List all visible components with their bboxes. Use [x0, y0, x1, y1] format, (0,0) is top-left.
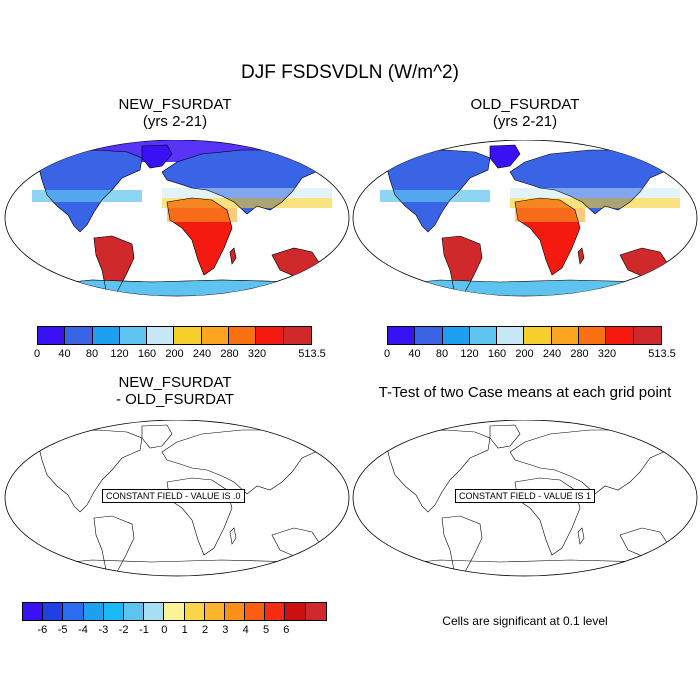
colorbar-tick-label: 200 — [515, 348, 534, 360]
colorbar-tick-label: 3 — [222, 624, 229, 636]
colorbar-tick-label: 120 — [110, 348, 129, 360]
colorbar-difference — [22, 602, 327, 621]
colorbar-tick-label: 2 — [201, 624, 209, 636]
panel-title-ttest: T-Test of two Case means at each grid po… — [378, 384, 672, 401]
colorbar-swatch — [164, 603, 185, 620]
colorbar-tick-label: 200 — [165, 348, 184, 360]
colorbar-swatch — [265, 603, 286, 620]
panel-title-line1: NEW_FSURDAT — [118, 374, 232, 391]
colorbar-swatch — [469, 327, 498, 344]
colorbar-swatch — [305, 603, 326, 620]
colorbar-tick-label: 80 — [435, 348, 449, 360]
colorbar-tick-label: 6 — [283, 624, 290, 636]
colorbar-labels-difference: -6 -5 -4 -3 -2 -1 0 1 2 3 4 5 6 — [22, 624, 327, 638]
significance-note: Cells are significant at 0.1 level — [442, 614, 608, 628]
colorbar-tick-label: 0 — [33, 348, 41, 360]
colorbar-tick-label: 40 — [58, 348, 71, 360]
colorbar-tick-label: 80 — [85, 348, 99, 360]
colorbar-swatch — [201, 327, 230, 344]
colorbar-tick-label: 120 — [460, 348, 479, 360]
colorbar-tick-label: 513.5 — [648, 348, 676, 360]
colorbar-swatch — [184, 603, 205, 620]
colorbar-old-fsurdat — [387, 326, 662, 345]
colorbar-tick-label: -5 — [57, 624, 68, 636]
colorbar-swatch — [144, 603, 165, 620]
panel-title-line2: (yrs 2-21) — [142, 113, 208, 130]
colorbar-swatch — [579, 327, 607, 344]
colorbar-tick-label: 1 — [181, 624, 188, 636]
colorbar-swatch — [92, 327, 120, 344]
colorbar-swatch — [65, 327, 93, 344]
colorbar-tick-label: 4 — [242, 624, 249, 636]
figure-title: DJF FSDSVDLN (W/m^2) — [241, 62, 459, 83]
constant-field-label-difference: CONSTANT FIELD - VALUE IS .0 — [102, 489, 245, 503]
colorbar-tick-label: -2 — [118, 624, 129, 636]
colorbar-swatch — [38, 327, 66, 344]
colorbar-swatch — [43, 603, 64, 620]
colorbar-tick-label: -3 — [98, 624, 109, 636]
colorbar-swatch — [415, 327, 443, 344]
colorbar-tick-label: 0 — [383, 348, 391, 360]
colorbar-tick-label: 0 — [161, 624, 168, 636]
colorbar-tick-label: -4 — [78, 624, 88, 636]
panel-title-line1: OLD_FSURDAT — [470, 96, 580, 113]
colorbar-tick-label: 240 — [542, 348, 562, 360]
panel-title-line2: - OLD_FSURDAT — [115, 391, 235, 408]
colorbar-swatch — [442, 327, 470, 344]
colorbar-labels-old-fsurdat: 0 40 80 120 160 200 240 280 320 513.5 — [383, 348, 676, 362]
colorbar-swatch — [103, 603, 124, 620]
colorbar-tick-label: 320 — [597, 348, 617, 360]
map-old-fsurdat — [352, 140, 698, 297]
panel-title-difference: NEW_FSURDAT - OLD_FSURDAT — [75, 374, 275, 408]
colorbar-swatch — [174, 327, 202, 344]
colorbar-swatch — [256, 327, 284, 344]
colorbar-swatch — [123, 603, 145, 620]
colorbar-tick-label: 160 — [487, 348, 507, 360]
colorbar-labels-new-fsurdat: 0 40 80 120 160 200 240 280 320 513.5 — [33, 348, 326, 362]
colorbar-swatch — [285, 603, 306, 620]
map-new-fsurdat — [4, 140, 350, 297]
colorbar-tick-label: 513.5 — [298, 348, 326, 360]
colorbar-new-fsurdat — [37, 326, 312, 345]
colorbar-swatch — [497, 327, 525, 344]
colorbar-swatch — [606, 327, 634, 344]
colorbar-tick-label: 280 — [220, 348, 239, 360]
colorbar-swatch — [283, 327, 311, 344]
land-color-bands — [5, 140, 349, 162]
colorbar-swatch — [204, 603, 225, 620]
colorbar-swatch — [224, 603, 246, 620]
colorbar-tick-label: -1 — [139, 624, 149, 636]
panel-title-old-fsurdat: OLD_FSURDAT (yrs 2-21) — [425, 96, 625, 130]
colorbar-swatch — [63, 603, 84, 620]
colorbar-tick-label: 160 — [137, 348, 157, 360]
colorbar-swatch — [245, 603, 266, 620]
colorbar-tick-label: 240 — [192, 348, 212, 360]
colorbar-tick-label: 5 — [262, 624, 270, 636]
colorbar-swatch — [229, 327, 257, 344]
colorbar-swatch — [83, 603, 104, 620]
colorbar-swatch — [524, 327, 552, 344]
colorbar-swatch — [388, 327, 416, 344]
colorbar-swatch — [23, 603, 44, 620]
panel-title-line1: NEW_FSURDAT — [118, 96, 232, 113]
colorbar-tick-label: -6 — [37, 624, 48, 636]
colorbar-tick-label: 40 — [408, 348, 421, 360]
colorbar-swatch — [119, 327, 148, 344]
colorbar-tick-label: 320 — [247, 348, 267, 360]
panel-title-new-fsurdat: NEW_FSURDAT (yrs 2-21) — [75, 96, 275, 130]
colorbar-swatch — [633, 327, 661, 344]
colorbar-swatch — [551, 327, 580, 344]
colorbar-swatch — [147, 327, 175, 344]
panel-title-line2: (yrs 2-21) — [492, 113, 558, 130]
constant-field-label-ttest: CONSTANT FIELD - VALUE IS 1 — [455, 489, 596, 503]
colorbar-tick-label: 280 — [570, 348, 589, 360]
